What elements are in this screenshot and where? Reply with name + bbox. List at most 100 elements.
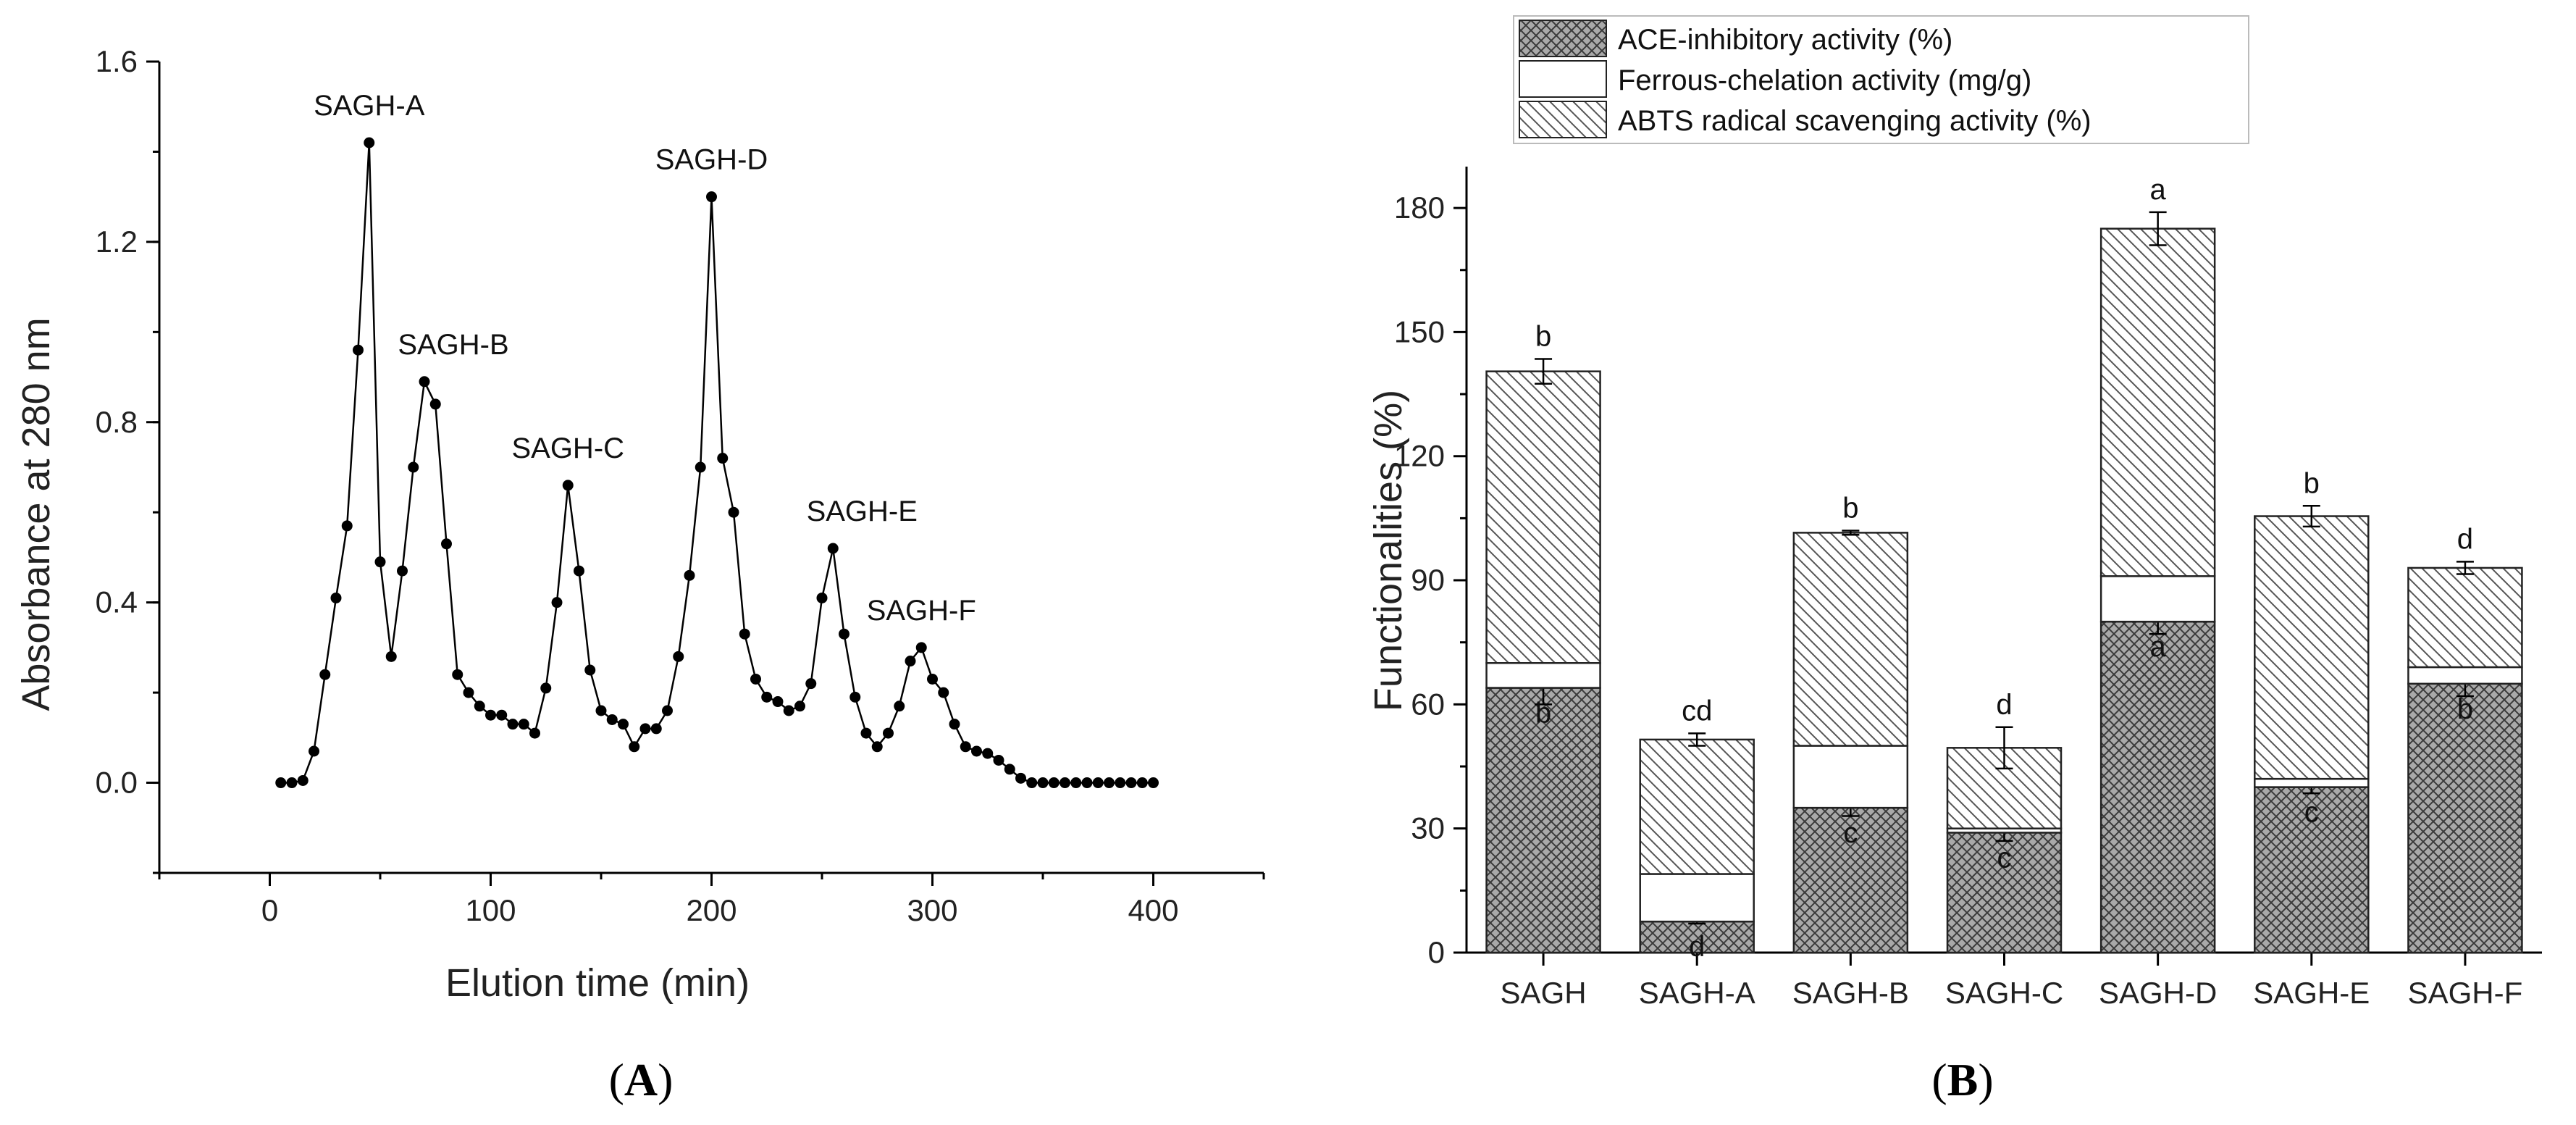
panel-a-point (728, 506, 739, 518)
panel-a-point (353, 344, 364, 356)
panel-a-point (673, 651, 684, 662)
panel-a-ylabel: Absorbance at 280 nm (14, 317, 58, 711)
panel-b-bar-segment (2407, 666, 2523, 685)
panel-b-x-tick-label: SAGH-B (1792, 976, 1909, 1010)
panel-a-peak-label: SAGH-B (398, 329, 508, 361)
panel-b-bar-segment (1946, 832, 2063, 954)
panel-a-point (562, 480, 574, 491)
panel-a-point (463, 687, 474, 698)
panel-a-point (618, 719, 629, 730)
panel-a-chromatogram: 0.00.40.81.21.60 100 200 300 400 SAGH-ASAGH-… (14, 44, 1265, 1105)
panel-a-y-tick-label: 1.6 (96, 44, 138, 78)
panel-a-point (849, 691, 861, 703)
panel-a-y-tick-label: 0.0 (96, 766, 138, 800)
panel-b-legend-swatch (1519, 20, 1607, 57)
panel-b-significance-letter: b (2457, 693, 2473, 725)
panel-a-point (419, 376, 430, 388)
panel-b-significance-letter: c (1843, 817, 1858, 849)
panel-b-legend-frame (1513, 15, 2249, 144)
panel-a-point (1092, 777, 1104, 789)
panel-a-point (629, 741, 640, 753)
panel-a-point (309, 745, 319, 757)
panel-a-point (662, 705, 673, 716)
panel-b-x-tick-label: SAGH-A (1639, 976, 1755, 1010)
panel-a-peak-label: SAGH-D (655, 144, 768, 176)
panel-b-legend-label: Ferrous-chelation activity (mg/g) (1618, 64, 2031, 96)
panel-b-legend: ACE-inhibitory activity (%) Ferrous-chela… (1513, 15, 2249, 144)
panel-b-bar-segment (1639, 873, 1755, 923)
panel-a-point (429, 398, 441, 410)
panel-a-point (364, 137, 375, 149)
panel-a-point (1081, 777, 1093, 789)
panel-a-point (927, 673, 938, 685)
panel-a-xlabel: Elution time (min) (445, 961, 750, 1005)
panel-a-point (739, 628, 750, 640)
panel-a-point (761, 691, 773, 703)
panel-b-significance-letter: d (1689, 931, 1705, 963)
panel-b-label: (B) (1931, 1054, 1993, 1105)
panel-a-point (485, 709, 496, 721)
panel-a-point (772, 696, 784, 708)
panel-a-point (695, 461, 706, 473)
panel-a-point (1148, 777, 1159, 789)
panel-b-significance-letter: cd (1682, 695, 1712, 727)
panel-a-point (518, 719, 529, 730)
panel-a-point (894, 700, 905, 712)
panel-b-legend-swatch (1519, 60, 1607, 98)
panel-b-bar-segment (2254, 786, 2370, 954)
panel-a-point (971, 745, 982, 757)
panel-b-x-tick-label: SAGH-C (1945, 976, 2063, 1010)
panel-b-stacked-bar: 0 30 60 90 120 150 180 SAGH SAGH-A SAGH-B SAGH-C SA… (1367, 15, 2542, 1105)
panel-a-y-tick-label: 1.2 (96, 225, 138, 259)
panel-a-point (540, 682, 552, 694)
panel-a-point (551, 597, 563, 608)
panel-a-point (783, 705, 794, 716)
panel-a-point (1125, 777, 1137, 789)
panel-a-point (529, 727, 540, 739)
panel-b-significance-letter: b (1535, 698, 1551, 729)
panel-b-legend-label: ABTS radical scavenging activity (%) (1618, 105, 2092, 137)
panel-a-point (960, 741, 971, 753)
panel-b-significance-letter: b (1842, 493, 1858, 524)
panel-b-bar-segment (1485, 662, 1601, 689)
panel-b-bar-segment (1485, 687, 1601, 954)
panel-a-point (816, 592, 828, 603)
panel-a-point (871, 741, 883, 753)
panel-b-y-tick-label: 60 (1411, 687, 1445, 721)
panel-a-point (750, 673, 761, 685)
panel-b-y-tick-label: 30 (1411, 811, 1445, 845)
panel-b-axes: 0 30 60 90 120 150 180 SAGH SAGH-A SAGH-B SAGH-C SA… (1394, 167, 2542, 1010)
panel-a-point (385, 651, 397, 662)
panel-a-point (650, 723, 662, 735)
panel-a-series (275, 137, 1159, 789)
panel-a-x-tick-label: 0 (261, 893, 278, 927)
panel-b-bar-segment (1792, 806, 1909, 954)
panel-b-significance-letter: b (1535, 321, 1551, 353)
panel-a-point (474, 700, 485, 712)
panel-a-point (275, 777, 287, 789)
panel-a-peak-label: SAGH-F (867, 595, 976, 627)
panel-a-point (397, 565, 408, 577)
panel-a-point (1115, 777, 1126, 789)
panel-b-ylabel: Functionalities (%) (1367, 390, 1410, 711)
panel-b-legend-label: ACE-inhibitory activity (%) (1618, 24, 1952, 56)
panel-a-point (639, 723, 651, 735)
panel-a-point (319, 669, 331, 680)
panel-a-peak-label: SAGH-E (807, 495, 918, 527)
panel-b-bar-segment (1946, 747, 2063, 829)
panel-a-point (982, 748, 994, 759)
panel-a-point (1060, 777, 1070, 789)
panel-b-bar-segment (2407, 682, 2523, 954)
panel-a-axes: 0.0 0.4 0.8 1.2 1.6 0 100 200 300 400 (96, 44, 1265, 927)
panel-b-significance-letter: c (1997, 842, 2012, 874)
panel-b-legend-swatch (1519, 101, 1607, 138)
panel-a-y-tick-label: 0.4 (96, 585, 138, 619)
panel-b-significance-letter: a (2150, 631, 2167, 663)
panel-a-point (441, 538, 452, 550)
panel-a-point (574, 565, 584, 577)
panel-b-x-tick-label: SAGH-E (2253, 976, 2370, 1010)
panel-a-point (706, 191, 717, 203)
panel-a-point (286, 777, 298, 789)
panel-a-x-tick-label: 400 (1128, 893, 1178, 927)
